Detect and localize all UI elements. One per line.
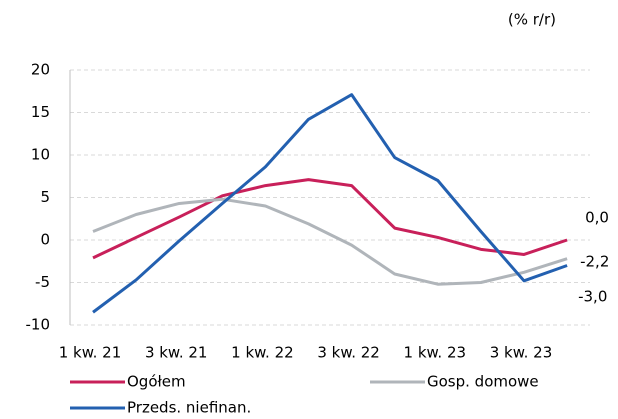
y-tick-label: -10: [26, 316, 51, 334]
y-tick-label: 0: [40, 231, 50, 249]
x-tick-label: 1 kw. 21: [59, 344, 122, 362]
y-tick-label: 10: [31, 146, 50, 164]
data-label: -3,0: [578, 288, 607, 306]
legend-label: Przeds. niefinan.: [127, 399, 251, 417]
data-label: 0,0: [585, 209, 609, 227]
series-line: [92, 93, 568, 314]
y-tick-label: 20: [31, 61, 50, 79]
y-tick-label: 5: [40, 188, 50, 206]
series-line: [92, 197, 568, 286]
x-tick-label: 1 kw. 23: [404, 344, 467, 362]
unit-label: (% r/r): [508, 11, 556, 29]
legend-label: Gosp. domowe: [427, 373, 539, 391]
legend-label: Ogółem: [127, 373, 186, 391]
x-tick-label: 3 kw. 22: [317, 344, 380, 362]
data-label: -2,2: [580, 253, 609, 271]
y-tick-label: 15: [31, 103, 50, 121]
x-tick-label: 1 kw. 22: [231, 344, 294, 362]
y-tick-label: -5: [35, 273, 50, 291]
x-tick-label: 3 kw. 21: [145, 344, 208, 362]
series-line: [92, 178, 568, 260]
x-tick-label: 3 kw. 23: [490, 344, 553, 362]
